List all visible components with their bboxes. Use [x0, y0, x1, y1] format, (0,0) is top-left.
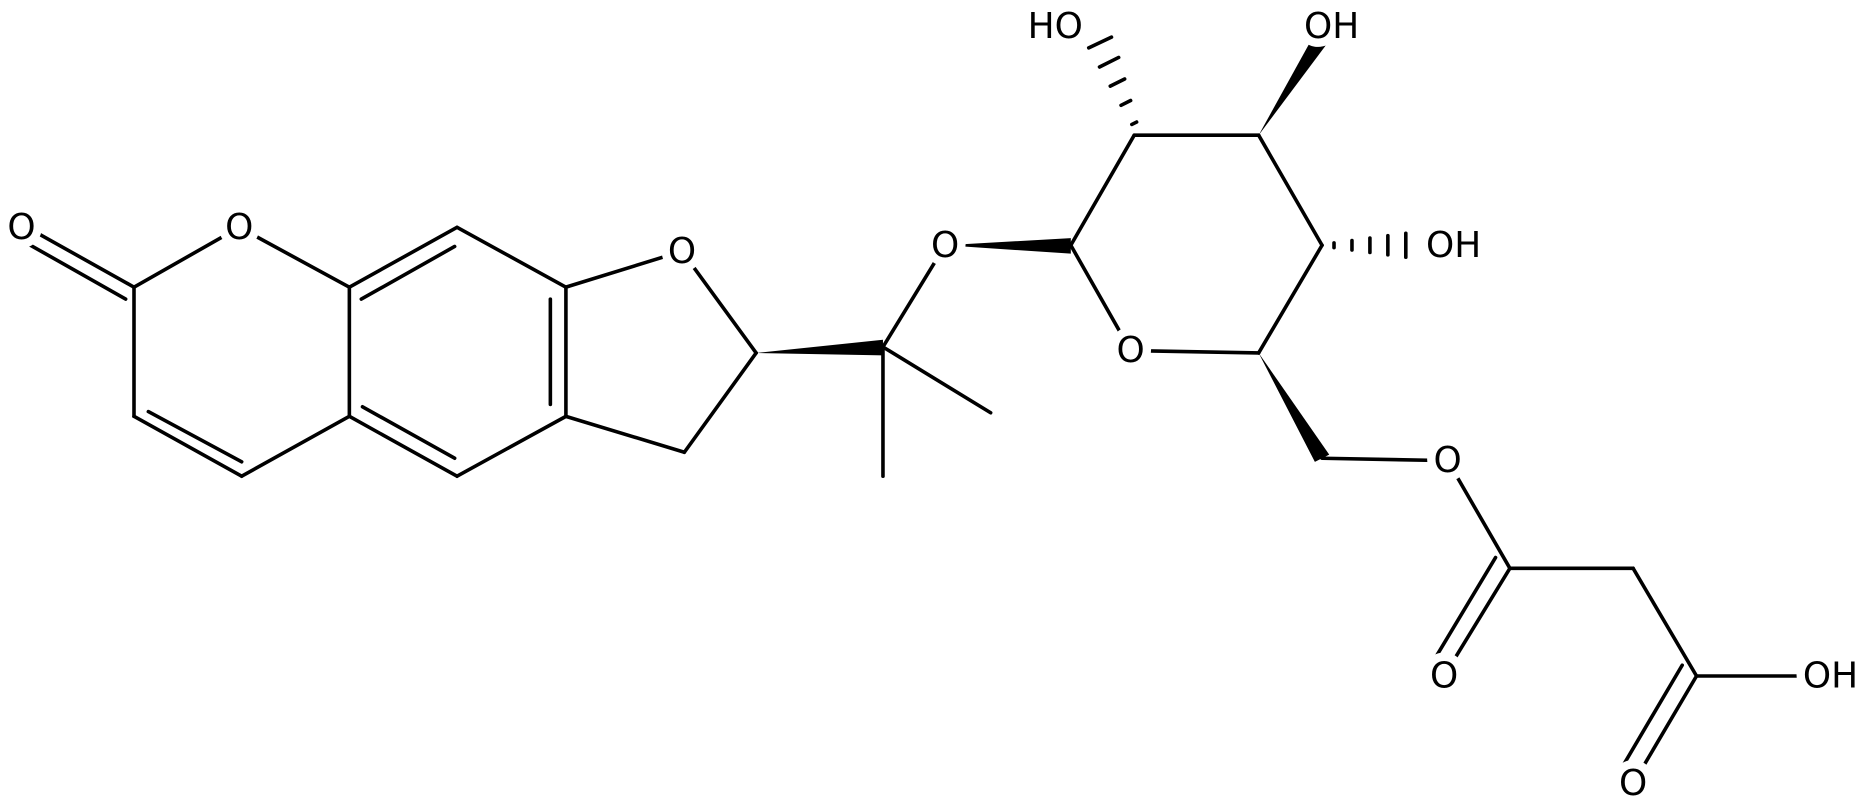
atom-label: O [225, 207, 253, 248]
bonds [24, 133, 1833, 786]
atom-label: O [1117, 330, 1145, 371]
atom-label: OH [1426, 225, 1481, 266]
stereo-bonds [756, 33, 1408, 462]
atom-label: O [1434, 440, 1462, 481]
atom-label: OH [1803, 655, 1858, 696]
atom-label: O [1619, 763, 1647, 804]
atom-label: OH [1304, 6, 1359, 47]
atom-label: O [7, 207, 35, 248]
atom-label: O [668, 231, 696, 272]
atom-label: HO [1028, 6, 1083, 47]
atom-label: O [931, 225, 959, 266]
atom-label: O [1430, 655, 1458, 696]
